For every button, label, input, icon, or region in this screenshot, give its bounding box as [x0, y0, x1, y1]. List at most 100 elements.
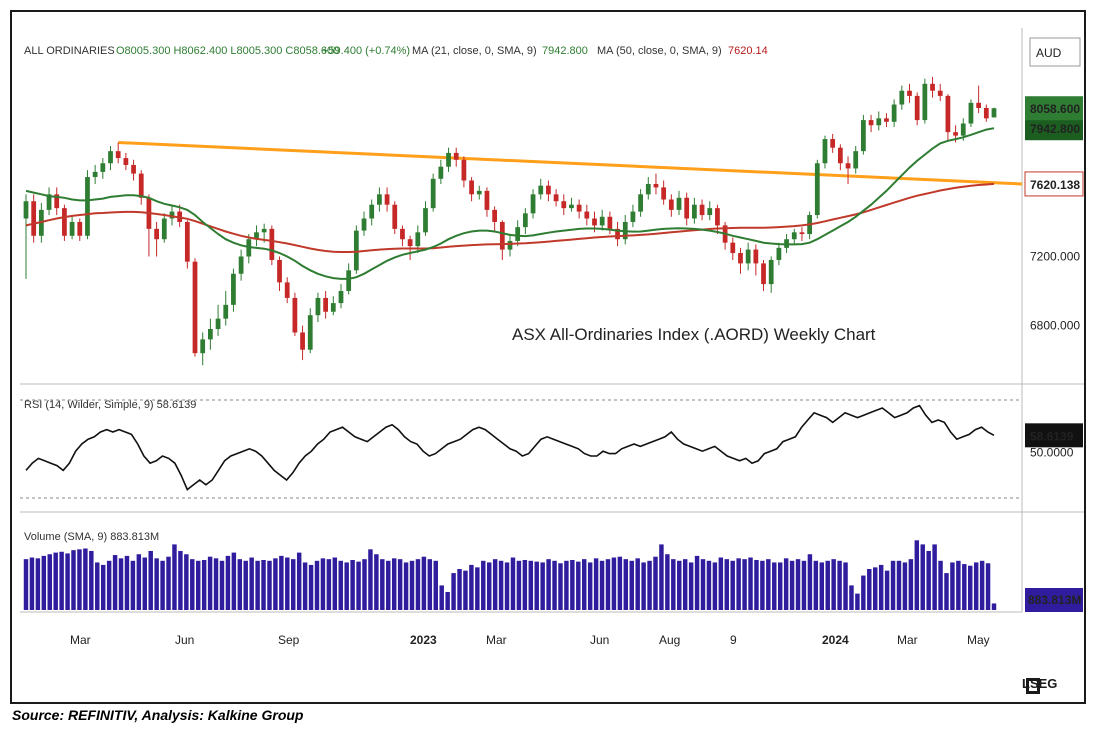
currency-box[interactable] [1029, 37, 1081, 67]
candle-body [392, 204, 398, 229]
volume-bar [582, 559, 587, 610]
volume-bar [475, 567, 480, 610]
volume-bar [451, 573, 456, 610]
volume-bar [291, 559, 296, 610]
candle [638, 189, 643, 217]
candle-body [315, 297, 321, 316]
lseg-logo [1026, 678, 1040, 694]
candle [184, 220, 190, 269]
candle-body [814, 163, 820, 216]
volume-bar [659, 544, 664, 610]
volume-bar [867, 569, 872, 610]
candle [62, 204, 67, 241]
volume-bar [783, 558, 789, 610]
candle-body [653, 183, 659, 188]
candle [154, 221, 159, 257]
volume-bar [956, 560, 961, 610]
candle-body [400, 228, 405, 240]
header-ma50-value: 7620.14 [728, 45, 768, 57]
candle [822, 135, 828, 169]
candle-body [377, 194, 382, 205]
volume-bar [201, 559, 207, 610]
candle [853, 145, 859, 174]
volume-bar [890, 560, 896, 610]
volume-bar [498, 560, 504, 610]
candle [691, 197, 697, 224]
volume-bar [386, 560, 391, 610]
volume-bar [795, 559, 801, 610]
candle-body [123, 158, 129, 165]
candle [200, 332, 206, 366]
candle [814, 159, 820, 219]
header-ma50-label: MA (50, close, 0, SMA, 9) [597, 45, 722, 57]
volume-bar [682, 559, 688, 610]
volume-bar [332, 557, 338, 610]
candle-body [484, 190, 490, 210]
volume-bar [225, 555, 231, 610]
candle-body [561, 201, 567, 209]
candle [315, 292, 321, 323]
volume-bar [415, 559, 421, 610]
volume-bar [71, 550, 76, 610]
candle [968, 99, 974, 127]
candle [254, 225, 259, 247]
candle-body [991, 108, 997, 118]
candle-body [968, 102, 974, 124]
volume-bar [677, 560, 682, 610]
candle [430, 173, 436, 212]
volume-bar [504, 562, 510, 610]
volume-bar [807, 554, 813, 610]
candle-body [284, 282, 290, 298]
candle [453, 147, 459, 167]
candle [599, 209, 605, 231]
volume-bar [629, 560, 634, 610]
candle-body [100, 163, 106, 172]
candle-body [461, 159, 467, 181]
candle [546, 180, 551, 202]
volume-bar [362, 559, 367, 610]
candle-body [538, 185, 544, 195]
candle [668, 194, 674, 217]
volume-bar [599, 560, 605, 610]
candle-body [77, 221, 83, 236]
volume-bar [249, 557, 254, 610]
candle-body [323, 297, 329, 312]
price-axis-labels: 6800.000 7200.000 7620.138 7942.800 8058.600 [1024, 96, 1084, 333]
price-panel: ASX All-Ordinaries Index (.AORD) Weekly … [23, 76, 1023, 366]
time-tick-label: Aug [659, 633, 680, 647]
candle-body [300, 332, 305, 350]
candle-body [776, 247, 782, 260]
candle [630, 204, 636, 228]
candle-body [691, 204, 697, 219]
volume-bar [777, 562, 783, 610]
volume-bar [124, 555, 130, 610]
rsi-level-label: 50.0000 [1030, 445, 1074, 459]
volume-bar [700, 559, 706, 610]
candle [54, 187, 60, 216]
candle-body [576, 204, 582, 212]
candle-body [154, 228, 159, 240]
candle-body [369, 204, 375, 219]
volume-bar [427, 559, 433, 610]
volume-bar [469, 564, 474, 610]
candle [991, 107, 997, 118]
candle [845, 156, 851, 184]
candle [768, 256, 774, 293]
candle-body [884, 118, 889, 122]
header-symbol: ALL ORDINARIES [24, 45, 115, 57]
price-marker-label: 8058.600 [1030, 102, 1080, 116]
candle-body [960, 123, 966, 136]
volume-bar [302, 562, 308, 610]
volume-bar [564, 560, 569, 610]
candle [207, 318, 213, 350]
volume-bar [439, 585, 444, 610]
candle [738, 247, 743, 274]
volume-bar [718, 557, 724, 610]
candle [507, 234, 513, 257]
candle [837, 144, 843, 171]
candle-body [269, 228, 275, 260]
volume-bar [819, 562, 825, 610]
candle-body [745, 249, 751, 264]
candle [492, 206, 498, 231]
volume-bar [688, 562, 694, 610]
